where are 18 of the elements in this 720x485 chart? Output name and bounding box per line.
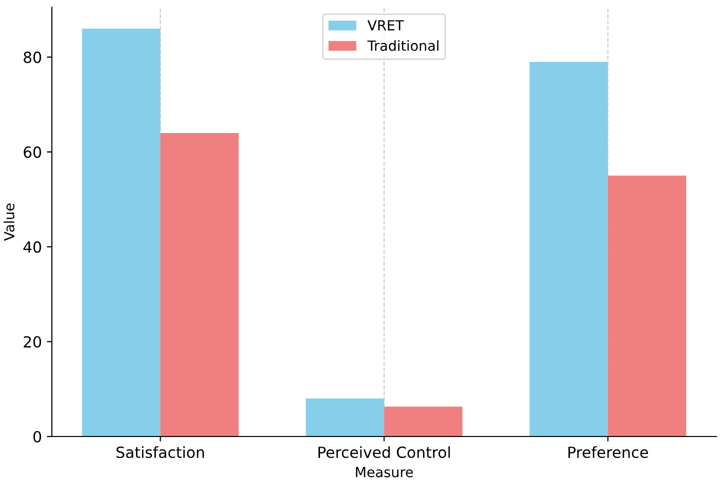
x-tick-label: Satisfaction — [116, 446, 204, 458]
legend-label: VRET — [368, 20, 404, 30]
y-tick-label: 20 — [24, 336, 42, 348]
y-tick-label: 40 — [23, 241, 42, 253]
y-tick-label: 80 — [24, 52, 42, 64]
y-axis-title: Value — [4, 204, 14, 241]
y-tick-label: 0 — [33, 430, 42, 443]
x-tick-label: Perceived Control — [318, 446, 450, 458]
bar — [608, 176, 686, 436]
legend-label: Traditional — [367, 40, 438, 51]
x-axis-title: Measure — [356, 466, 413, 478]
y-tick-label: 60 — [24, 146, 42, 158]
bar — [82, 28, 160, 436]
bar — [160, 132, 239, 436]
bar — [384, 406, 462, 436]
x-tick-label: Preference — [568, 446, 648, 458]
bar — [306, 398, 384, 436]
bar — [530, 62, 608, 436]
